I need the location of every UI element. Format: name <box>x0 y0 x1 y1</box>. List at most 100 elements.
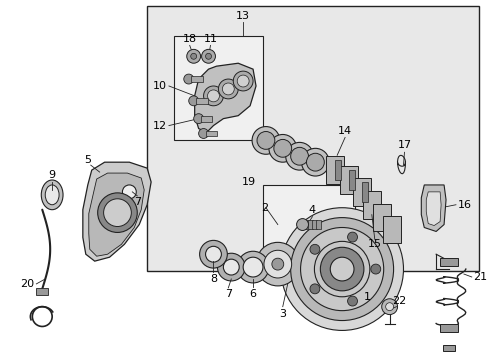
Text: 1: 1 <box>363 292 369 302</box>
Bar <box>307 220 312 229</box>
Circle shape <box>203 86 223 106</box>
Bar <box>334 160 341 180</box>
Bar <box>340 166 357 194</box>
Text: 14: 14 <box>337 126 351 135</box>
Text: 7: 7 <box>133 197 141 207</box>
Circle shape <box>320 247 363 291</box>
Text: 2: 2 <box>260 203 267 213</box>
Circle shape <box>381 299 397 315</box>
Circle shape <box>264 250 291 278</box>
Circle shape <box>296 219 308 230</box>
Circle shape <box>199 240 227 268</box>
Polygon shape <box>426 192 440 225</box>
Circle shape <box>218 79 238 99</box>
Text: 18: 18 <box>183 35 196 45</box>
Text: 12: 12 <box>153 121 166 131</box>
Bar <box>311 220 316 229</box>
Polygon shape <box>194 63 256 132</box>
Circle shape <box>280 208 403 330</box>
Bar <box>263 185 354 251</box>
Circle shape <box>193 114 203 123</box>
Circle shape <box>256 242 299 286</box>
Circle shape <box>309 244 319 254</box>
Circle shape <box>183 74 193 84</box>
Bar <box>372 204 390 231</box>
Circle shape <box>370 264 380 274</box>
Circle shape <box>207 90 219 102</box>
Text: 5: 5 <box>84 155 91 165</box>
Circle shape <box>309 284 319 294</box>
Circle shape <box>300 228 383 311</box>
Text: 13: 13 <box>236 11 250 21</box>
Bar <box>315 220 320 229</box>
Bar <box>382 216 400 243</box>
Circle shape <box>290 147 308 165</box>
Bar <box>195 98 207 104</box>
Polygon shape <box>89 173 144 256</box>
Circle shape <box>188 96 198 106</box>
Circle shape <box>198 129 208 139</box>
Circle shape <box>237 251 268 283</box>
Circle shape <box>201 49 215 63</box>
Circle shape <box>347 232 357 242</box>
Text: 22: 22 <box>391 296 406 306</box>
Bar <box>439 324 457 332</box>
Circle shape <box>273 139 291 157</box>
Circle shape <box>347 296 357 306</box>
Circle shape <box>257 131 274 149</box>
Text: 17: 17 <box>397 140 411 150</box>
Circle shape <box>117 180 141 204</box>
Bar <box>300 220 305 229</box>
Circle shape <box>98 193 137 233</box>
Text: 4: 4 <box>308 205 315 215</box>
Bar <box>205 131 217 136</box>
Circle shape <box>222 83 234 95</box>
Circle shape <box>190 53 196 59</box>
Text: 21: 21 <box>472 272 486 282</box>
Circle shape <box>233 71 253 91</box>
Circle shape <box>329 257 353 281</box>
Circle shape <box>122 185 136 199</box>
Polygon shape <box>421 185 445 231</box>
Text: 6: 6 <box>249 289 256 299</box>
Bar <box>348 170 354 190</box>
Circle shape <box>223 259 239 275</box>
Circle shape <box>103 199 131 226</box>
Circle shape <box>186 49 200 63</box>
Circle shape <box>301 148 328 176</box>
Circle shape <box>306 153 324 171</box>
Bar <box>190 76 202 82</box>
Bar <box>174 36 263 140</box>
Circle shape <box>251 127 279 154</box>
Text: 16: 16 <box>457 200 471 210</box>
Text: 8: 8 <box>209 274 217 284</box>
Text: 11: 11 <box>203 35 217 45</box>
Bar <box>325 156 344 184</box>
Circle shape <box>290 217 393 320</box>
Text: 20: 20 <box>20 279 35 289</box>
Bar <box>147 6 478 271</box>
Circle shape <box>217 253 244 281</box>
Circle shape <box>205 53 211 59</box>
Ellipse shape <box>41 180 63 210</box>
Text: 3: 3 <box>279 309 285 319</box>
Text: 15: 15 <box>367 239 381 249</box>
Circle shape <box>205 246 221 262</box>
Circle shape <box>271 258 283 270</box>
Circle shape <box>285 143 313 170</box>
Polygon shape <box>82 162 151 261</box>
Circle shape <box>268 135 296 162</box>
Circle shape <box>237 75 248 87</box>
Bar <box>304 220 308 229</box>
Bar <box>361 182 367 202</box>
Bar <box>442 345 454 351</box>
Circle shape <box>385 303 393 311</box>
Ellipse shape <box>45 185 59 205</box>
Text: 19: 19 <box>242 177 256 187</box>
Bar <box>362 191 380 219</box>
Text: 7: 7 <box>224 289 231 299</box>
Bar <box>439 258 457 266</box>
Text: 10: 10 <box>153 81 166 91</box>
Text: 9: 9 <box>48 170 56 180</box>
Bar <box>36 288 48 295</box>
